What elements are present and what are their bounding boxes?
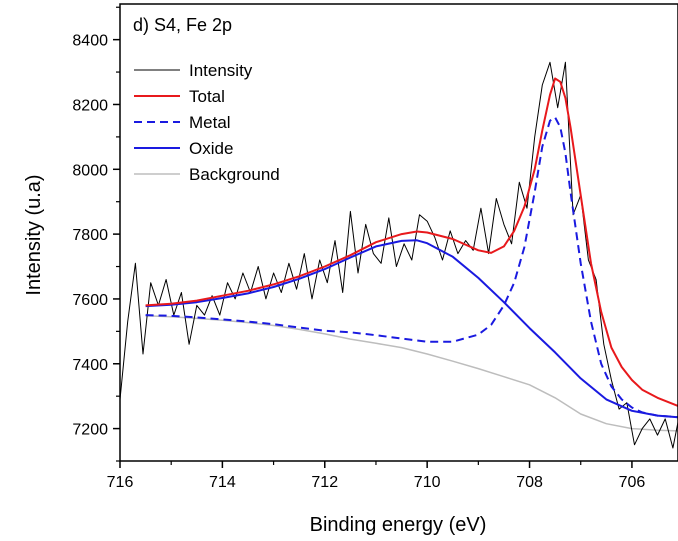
series-line-total [145, 77, 678, 407]
x-tick-label: 708 [516, 474, 543, 491]
x-tick-label: 706 [619, 474, 646, 491]
legend-label-oxide: Oxide [189, 139, 233, 158]
y-tick-label: 7200 [72, 422, 108, 439]
series-line-metal [145, 116, 678, 419]
legend-label-metal: Metal [189, 113, 231, 132]
x-tick-label: 710 [414, 474, 441, 491]
y-tick-label: 8000 [72, 162, 108, 179]
y-tick-label: 8200 [72, 97, 108, 114]
axis-ticks: 716 714 712 710 708 706 7200 7400 7600 7800 8000 82… [72, 6, 646, 491]
series-line-oxide [145, 239, 678, 419]
plot-area [120, 61, 678, 449]
series-line-background [145, 315, 678, 432]
y-tick-label: 8400 [72, 33, 108, 50]
x-tick-label: 716 [107, 474, 134, 491]
plot-frame [119, 3, 678, 462]
chart-title: d) S4, Fe 2p [133, 15, 232, 35]
legend: Intensity Total Metal Oxide Background [134, 61, 280, 184]
y-tick-label: 7800 [72, 227, 108, 244]
legend-label-background: Background [189, 165, 280, 184]
x-tick-label: 714 [209, 474, 236, 491]
legend-label-intensity: Intensity [189, 61, 253, 80]
y-tick-label: 7400 [72, 357, 108, 374]
y-axis-title: Intensity (u.a) [23, 174, 45, 295]
legend-label-total: Total [189, 87, 225, 106]
x-axis-title: Binding energy (eV) [310, 514, 487, 536]
y-tick-label: 7600 [72, 292, 108, 309]
x-tick-label: 712 [311, 474, 338, 491]
